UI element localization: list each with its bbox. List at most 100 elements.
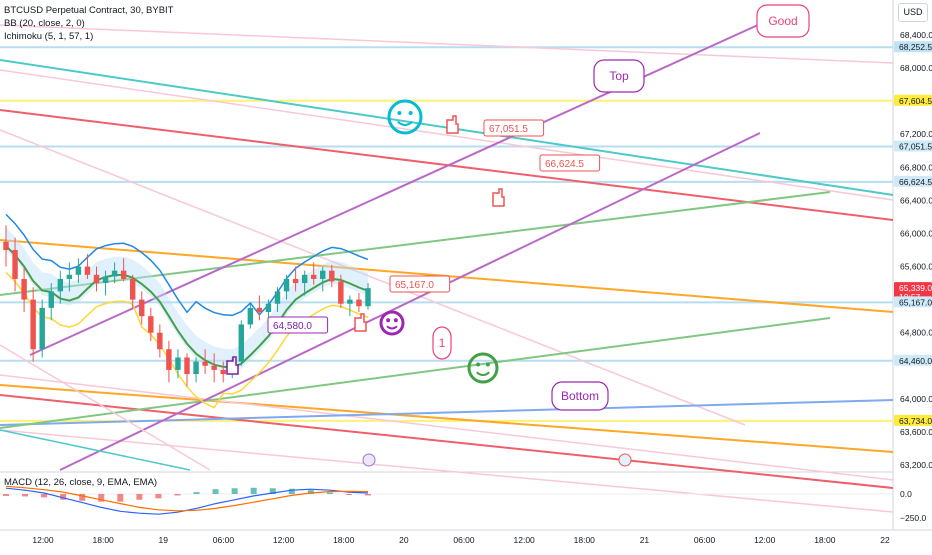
annotation-label: Good (768, 14, 797, 28)
price-tag-bg (894, 414, 932, 426)
candle-body (157, 332, 163, 350)
price-tag-bg (894, 140, 932, 152)
emoji-eye (393, 318, 398, 323)
currency-button[interactable]: USD (898, 3, 928, 22)
trend-line (0, 317, 831, 429)
ichimoku-indicator-label[interactable]: Ichimoku (5, 1, 57, 1) (4, 31, 94, 42)
time-axis-tick: 18:00 (333, 535, 355, 545)
trend-line (0, 399, 894, 426)
trend-line (0, 24, 894, 64)
candle-body (39, 307, 45, 350)
candle-body (356, 299, 362, 307)
annotation-label: 1 (439, 336, 446, 350)
price-axis-tick: 68,000.0 (900, 63, 932, 73)
emoji-mouth (476, 371, 490, 376)
trend-line (0, 129, 746, 426)
trend-line (0, 69, 894, 201)
macd-histogram-bar (155, 494, 162, 499)
macd-histogram-bar (22, 494, 29, 497)
price-tag-label: 67,604.5 (899, 96, 932, 106)
candle-body (256, 307, 263, 313)
time-axis-tick: 12:00 (273, 535, 295, 545)
candle-body (139, 299, 145, 317)
candle-body (247, 307, 254, 325)
price-callout-label: 66,624.5 (545, 159, 584, 170)
trend-line (0, 191, 831, 296)
time-axis-tick: 06:00 (453, 535, 475, 545)
candle-body (166, 349, 172, 370)
emoji-mouth (386, 325, 398, 330)
macd-histogram-bar (326, 492, 333, 494)
candle-body (84, 266, 91, 275)
time-axis-tick: 12:00 (514, 535, 536, 545)
candle-body (57, 278, 64, 292)
time-axis-tick: 12:00 (754, 535, 776, 545)
price-axis-tick: 66,800.0 (900, 162, 932, 172)
emoji-eye (397, 111, 402, 115)
macd-histogram-bar (98, 494, 105, 502)
hand-pointer-icon (492, 188, 505, 207)
price-tag-label: 68,252.5 (899, 42, 932, 52)
annotation-bubble (593, 59, 645, 93)
macd-signal-line (5, 485, 369, 512)
macd-histogram-bar (365, 494, 371, 496)
emoji-eye (386, 318, 391, 323)
candle-body (48, 291, 54, 308)
price-axis-tick: 66,000.0 (900, 228, 932, 238)
trend-line (0, 429, 894, 513)
candle-body (292, 278, 299, 284)
annotation-bubble (756, 4, 810, 38)
price-tag-label: 67,051.5 (899, 142, 932, 152)
candle-body (175, 357, 181, 370)
candle-body (93, 274, 100, 284)
price-tag-label: 65,339.0 (899, 283, 932, 293)
candle-body (120, 270, 127, 279)
symbol-title[interactable]: BTCUSD Perpetual Contract, 30, BYBIT (4, 5, 174, 16)
candle-body (274, 291, 281, 304)
macd-histogram-bar (193, 492, 200, 494)
hand-pointer-icon (446, 115, 459, 134)
price-axis-tick: 63,200.0 (900, 460, 932, 470)
candle-body (238, 324, 245, 362)
candle-body (129, 278, 136, 300)
annotation-label: Top (609, 69, 629, 83)
price-callout-box (539, 154, 601, 172)
price-callout-label: 67,051.5 (489, 124, 528, 135)
emoji-face-icon (379, 310, 405, 336)
annotation-label: Bottom (561, 389, 599, 403)
macd-histogram-bar (231, 488, 238, 494)
candle-body (12, 250, 18, 279)
trend-line (0, 394, 894, 489)
price-axis-tick: 64,800.0 (900, 328, 932, 338)
price-tag-label: 65,167.0 (899, 297, 932, 307)
time-axis-tick: 22 (880, 535, 890, 545)
bb-indicator-label[interactable]: BB (20, close, 2, 0) (4, 18, 85, 29)
candle-body (301, 274, 308, 284)
time-axis-tick: 21 (640, 535, 650, 545)
time-axis-tick: 12:00 (32, 535, 54, 545)
macd-histogram-bar (3, 494, 9, 496)
candle-body (365, 288, 371, 307)
macd-histogram-bar (60, 494, 67, 500)
candle-body (111, 270, 118, 277)
price-callout-box (267, 316, 329, 334)
candle-body (347, 299, 353, 304)
annotation-bubble (432, 326, 452, 360)
candle-body (211, 365, 217, 370)
candle-body (3, 241, 9, 250)
macd-histogram-bar (345, 494, 352, 495)
candle-body (21, 278, 27, 300)
candle-body (338, 281, 344, 304)
price-axis-tick: 68,400.0 (900, 30, 932, 40)
candle-body (75, 266, 82, 275)
candle-body (220, 369, 226, 375)
macd-legend[interactable]: MACD (12, 26, close, 9, EMA, EMA) (4, 477, 158, 488)
time-axis-tick: 06:00 (213, 535, 235, 545)
us-flag-event-icon (618, 453, 632, 467)
candle-body (184, 357, 190, 375)
trend-line (0, 429, 191, 471)
hand-pointer-icon (354, 313, 367, 332)
candle-body (329, 270, 335, 282)
